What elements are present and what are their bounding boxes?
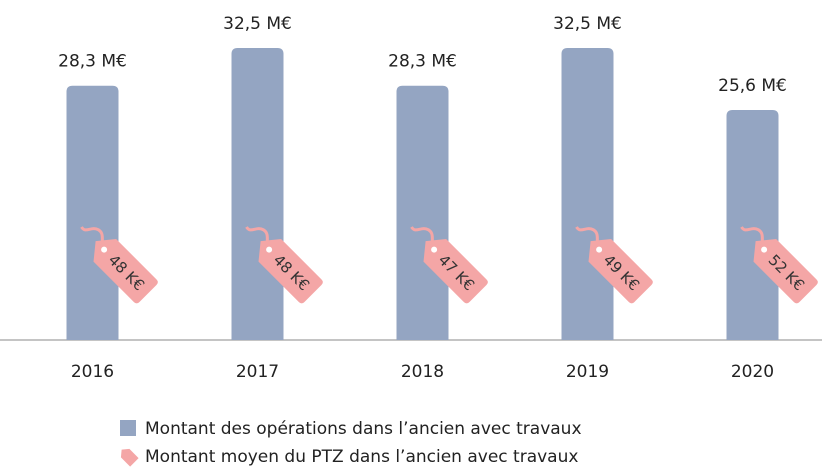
legend-label: Montant moyen du PTZ dans l’ancien avec … xyxy=(145,447,578,467)
value-label: 28,3 M€ xyxy=(388,52,457,72)
tag-hole xyxy=(101,246,108,253)
legend-label: Montant des opérations dans l’ancien ave… xyxy=(145,419,582,439)
value-label: 28,3 M€ xyxy=(58,52,127,72)
tag xyxy=(753,239,818,304)
tag xyxy=(588,239,653,304)
x-tick-label: 2018 xyxy=(401,362,444,382)
x-tick-label: 2016 xyxy=(71,362,114,382)
tag xyxy=(258,239,323,304)
value-label: 25,6 M€ xyxy=(718,76,787,96)
tag-hole xyxy=(761,246,768,253)
legend-swatch xyxy=(120,420,136,436)
tag xyxy=(423,239,488,304)
tag-hole xyxy=(596,246,603,253)
tag xyxy=(93,239,158,304)
bar xyxy=(726,109,779,341)
x-tick-label: 2020 xyxy=(731,362,774,382)
value-label: 32,5 M€ xyxy=(223,14,292,34)
bar xyxy=(66,85,119,340)
tag-hole xyxy=(266,246,273,253)
x-tick-label: 2019 xyxy=(566,362,609,382)
tag-hole xyxy=(431,246,438,253)
legend-tag-icon xyxy=(120,448,139,467)
value-label: 32,5 M€ xyxy=(553,14,622,34)
bar xyxy=(231,48,284,340)
bar xyxy=(396,85,449,340)
x-tick-label: 2017 xyxy=(236,362,279,382)
bar xyxy=(561,48,614,340)
